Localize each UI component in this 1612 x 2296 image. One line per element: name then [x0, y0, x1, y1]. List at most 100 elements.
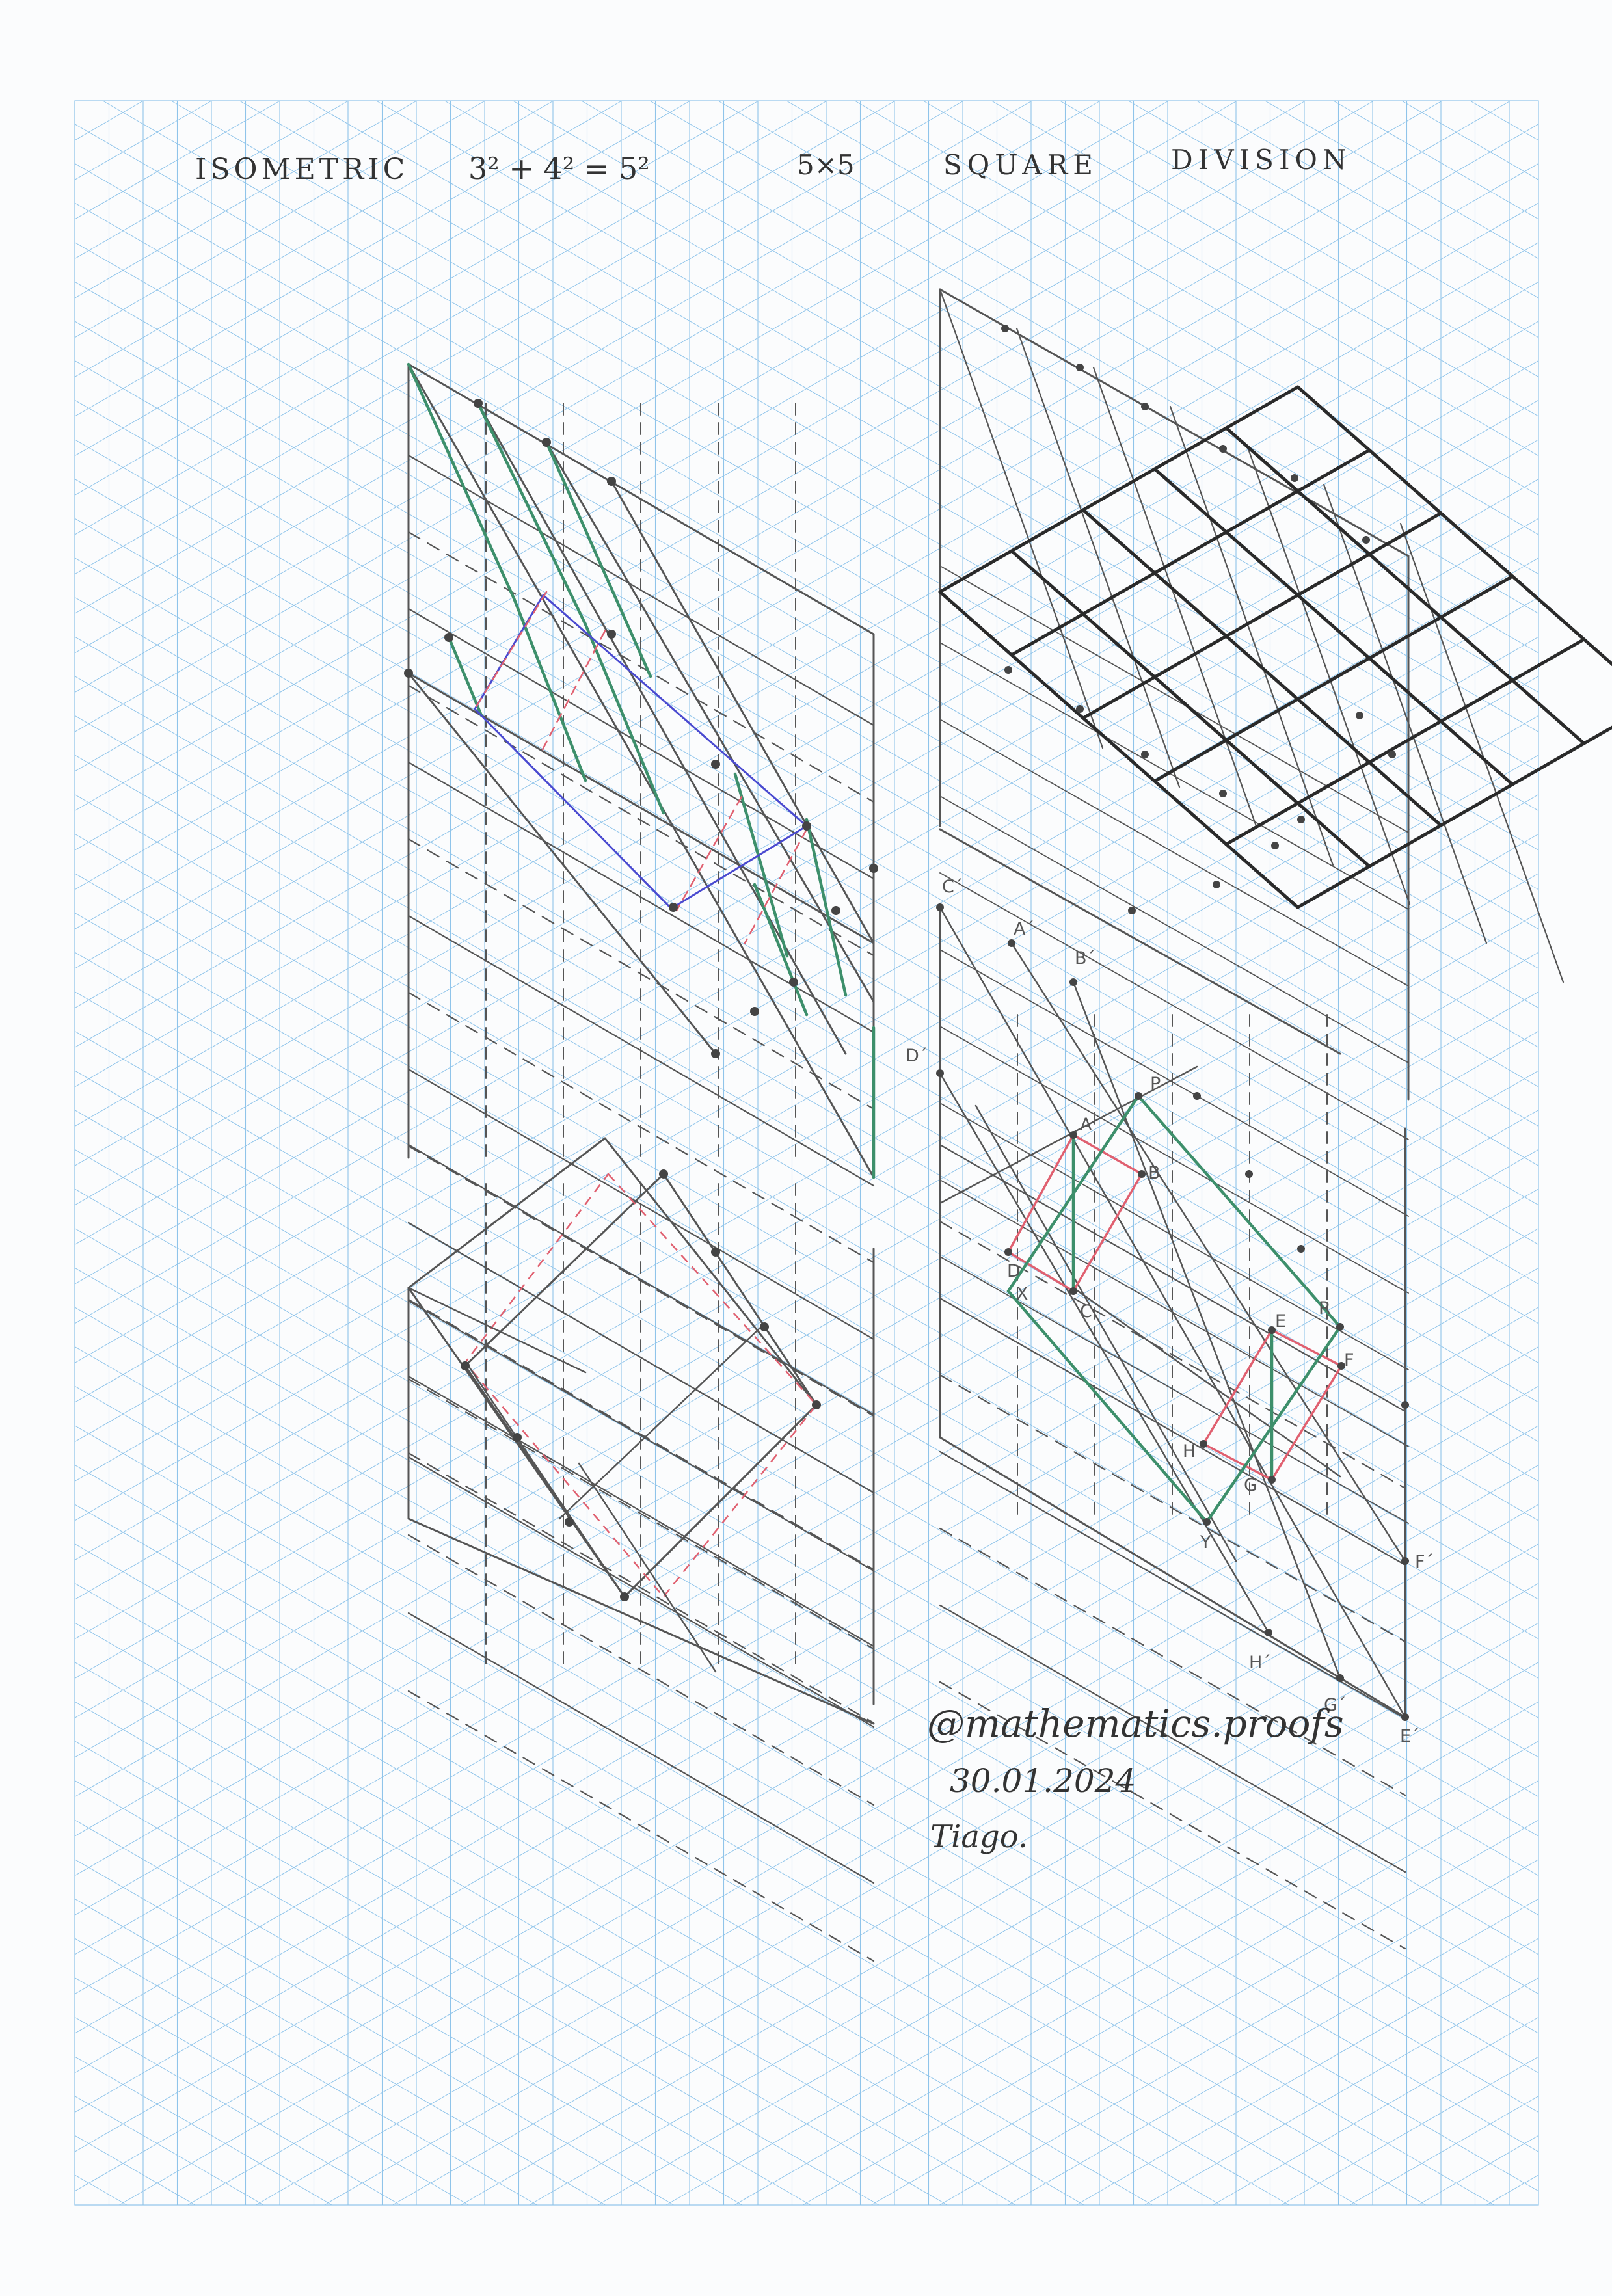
- title-equation: 3² + 4² = 5²: [468, 151, 650, 186]
- vertex-dot: [461, 1361, 470, 1370]
- division-line: [1153, 574, 1514, 783]
- grid-line: [74, 596, 1539, 1443]
- construction-line: [939, 1179, 1409, 1447]
- construction-line: [1323, 483, 1488, 944]
- construction-line: [407, 991, 875, 1264]
- label-h-prime: H´: [1249, 1653, 1271, 1673]
- construction-line: [1399, 522, 1565, 983]
- grid-line: [74, 833, 1539, 1679]
- vertex-dot: [1141, 403, 1149, 410]
- grid-line: [74, 873, 1539, 1718]
- grid-line: [461, 1582, 1539, 2206]
- signature-name: Tiago.: [930, 1819, 1028, 1855]
- construction-line: [545, 441, 875, 1003]
- grid-line: [74, 100, 417, 299]
- grid-line: [74, 100, 280, 220]
- label-d-prime: D´: [906, 1046, 928, 1066]
- vertex-dot: [711, 760, 720, 769]
- construction-line: [1072, 1287, 1341, 1478]
- grid-line: [74, 1622, 1084, 2206]
- label-g: G: [1244, 1475, 1257, 1495]
- label-r: R: [1319, 1298, 1331, 1318]
- blue-line: [474, 708, 671, 909]
- vertex-dot: [607, 630, 616, 639]
- vertex-dot: [1008, 939, 1015, 947]
- construction-line: [1092, 366, 1257, 827]
- vertex-dot: [404, 669, 413, 678]
- grid-line: [74, 1898, 606, 2206]
- construction-line: [939, 1026, 1409, 1294]
- label-p: P: [1150, 1074, 1161, 1094]
- vertex-dot: [1193, 1092, 1201, 1100]
- grid-line: [74, 1188, 1539, 2034]
- construction-line: [1246, 444, 1411, 905]
- vertex-dot: [1337, 1362, 1345, 1370]
- grid-line: [74, 1582, 1153, 2206]
- vertex-dot: [659, 1169, 668, 1179]
- grid-line: [74, 100, 1101, 693]
- vertex-dot: [1245, 1170, 1253, 1178]
- grid-line: [74, 124, 1539, 969]
- grid-line: [392, 1543, 1539, 2206]
- green-line: [1006, 1289, 1209, 1524]
- grid-line: [74, 518, 1539, 1363]
- vertex-dot: [812, 1400, 821, 1409]
- grid-line: [74, 1425, 1427, 2206]
- division-line: [938, 385, 1300, 594]
- vertex-dot: [669, 903, 678, 912]
- red-dashed-line: [474, 591, 548, 710]
- grid-line: [74, 100, 1443, 890]
- grid-line: [74, 1977, 469, 2206]
- label-a-prime: A´: [1014, 919, 1034, 939]
- construction-line: [939, 1604, 1406, 1873]
- grid-line: [74, 100, 896, 575]
- vertex-dot: [869, 864, 878, 873]
- grid-line: [74, 1662, 1016, 2206]
- label-c: C: [1080, 1302, 1092, 1322]
- grid-line: [74, 952, 1539, 1797]
- vertex-dot: [1271, 842, 1279, 849]
- grid-line: [74, 1070, 1539, 1916]
- green-line: [476, 401, 587, 626]
- vertex-dot: [1200, 1440, 1207, 1448]
- grid-line: [74, 1741, 880, 2206]
- grid-line: [74, 360, 1539, 1206]
- construction-line: [407, 838, 875, 1110]
- construction-line: [407, 1287, 587, 1374]
- label-x: X: [1016, 1284, 1028, 1304]
- division-line: [1296, 725, 1612, 909]
- vertex-dot: [565, 1517, 574, 1527]
- grid-line: [649, 100, 1539, 614]
- construction-line: [1015, 327, 1181, 788]
- vertex-dot: [1401, 1713, 1409, 1721]
- green-line: [407, 362, 516, 600]
- vertex-dot: [1297, 1245, 1305, 1253]
- construction-line: [407, 684, 875, 957]
- grid-line: [74, 1819, 743, 2206]
- grid-line: [74, 1504, 1289, 2206]
- green-line: [805, 818, 848, 997]
- label-y: Y: [1200, 1532, 1211, 1553]
- construction-line: [1169, 405, 1334, 866]
- construction-line: [939, 565, 1409, 833]
- construction-line: [939, 288, 1104, 749]
- green-line: [753, 883, 809, 1017]
- grid-line: [74, 557, 1539, 1403]
- grid-line: [74, 2174, 128, 2206]
- grid-line: [74, 1859, 675, 2206]
- vertex-dot: [513, 1433, 522, 1442]
- division-line: [1296, 385, 1612, 667]
- grid-line: [1333, 100, 1539, 220]
- construction-line: [1072, 981, 1341, 1679]
- label-g-prime: G´: [1324, 1695, 1346, 1715]
- grid-line: [734, 1741, 1539, 2206]
- signature-date: 30.01.2024: [950, 1762, 1136, 1800]
- vertex-dot: [1001, 325, 1009, 332]
- construction-line: [407, 914, 875, 1187]
- grid-line: [74, 1385, 1495, 2206]
- grid-line: [74, 100, 1511, 929]
- vertex-dot: [474, 399, 483, 408]
- grid-line: [74, 1780, 811, 2206]
- green-line: [1136, 1094, 1342, 1329]
- label-b: B: [1148, 1163, 1161, 1183]
